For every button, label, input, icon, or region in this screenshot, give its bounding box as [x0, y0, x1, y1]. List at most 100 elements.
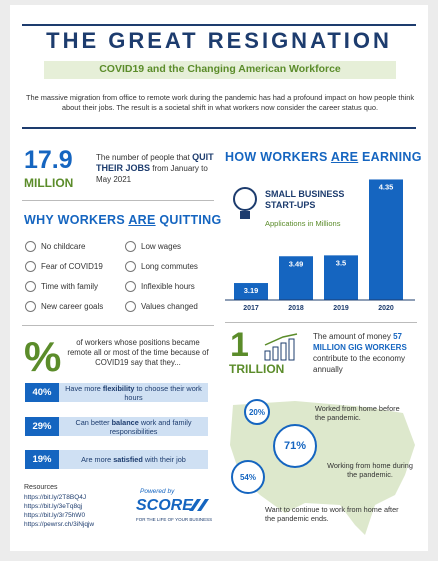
item-value: 19% — [25, 450, 59, 469]
reason-text: Time with family — [41, 282, 99, 291]
bar — [279, 256, 313, 300]
reason: Values changed — [125, 301, 198, 312]
emphasis: balance — [111, 417, 139, 427]
resource-link[interactable]: https://bit.ly/2T8BQ4J — [24, 494, 87, 501]
reason-text: No childcare — [41, 242, 86, 251]
brand-logo — [189, 499, 209, 511]
remote-item: 19% Are more satisfied with their job — [25, 450, 208, 469]
x-tick-label: 2019 — [333, 305, 349, 312]
logo-shape — [189, 499, 209, 511]
item-text: Are more satisfied with their job — [59, 455, 208, 464]
title: THE GREAT RESIGNATION — [46, 28, 392, 53]
reason: No childcare — [25, 241, 85, 252]
icon-bar — [272, 346, 279, 361]
growth-icon — [264, 333, 298, 361]
reason: Time with family — [25, 281, 98, 292]
intro: The massive migration from office to rem… — [25, 93, 415, 112]
gig-text: The amount of money 57 MILLION GIG WORKE… — [313, 331, 418, 375]
bubble-text: Working from home during the pandemic. — [327, 461, 413, 479]
reason-icon — [125, 241, 136, 252]
x-tick-label: 2018 — [288, 305, 304, 312]
bubble-value: 20% — [249, 408, 265, 417]
bar — [369, 179, 403, 300]
emphasis: 57 MILLION GIG WORKERS — [313, 332, 407, 352]
text: The number of people that — [96, 153, 190, 162]
bubble — [273, 424, 317, 468]
reason: Long commutes — [125, 261, 198, 272]
reason-icon — [125, 261, 136, 272]
quit-number: 17.9 — [24, 146, 73, 174]
text: EARNING — [362, 150, 422, 164]
bar-chart: 3.19 2017 3.49 2018 3.5 2019 4.35 2020 — [225, 179, 415, 312]
item-text: Can better balance work and family respo… — [59, 418, 208, 436]
divider — [22, 24, 416, 26]
text: with their job — [144, 455, 186, 464]
reason-icon — [25, 241, 36, 252]
reason-text: Values changed — [141, 302, 198, 311]
text: to choose their work hours — [124, 383, 202, 402]
icon-bar — [288, 338, 295, 361]
quit-unit: MILLION — [24, 176, 74, 190]
emphasis: satisfied — [113, 455, 143, 464]
item-value: 29% — [25, 417, 59, 436]
reason-icon — [125, 281, 136, 292]
divider — [22, 127, 416, 129]
icon-bar — [280, 342, 287, 361]
emphasis: QUIT THEIR JOBS — [96, 152, 214, 173]
text: Can better — [75, 417, 110, 427]
reason-text: Fear of COVID19 — [41, 262, 103, 271]
bubble-text: Worked from home before the pandemic. — [315, 404, 400, 422]
bubble-value: 54% — [240, 473, 256, 482]
reason: Inflexible hours — [125, 281, 195, 292]
text: Are more — [81, 455, 112, 464]
text: contribute to the economy annually — [313, 354, 406, 374]
text: ARE — [330, 150, 359, 164]
bar — [234, 283, 268, 300]
reason-icon — [25, 261, 36, 272]
us-map: 20% 71% 54% — [230, 399, 415, 535]
resource-link[interactable]: https://pewrsr.ch/3iNjqjw — [24, 521, 95, 528]
text: QUITTING — [159, 213, 222, 227]
bulb-base — [240, 211, 250, 219]
bar-value-label: 3.19 — [244, 286, 259, 295]
bar — [324, 255, 358, 300]
text: work and family responsibilities — [109, 417, 192, 436]
chart-title: SMALL BUSINESS START-UPS — [265, 189, 345, 210]
text: ARE — [128, 213, 156, 227]
divider — [22, 200, 214, 201]
quitting-title: WHY WORKERS ARE QUITTING — [24, 213, 222, 227]
earning-title: HOW WORKERS ARE EARNING — [225, 150, 422, 164]
text: The amount of money — [313, 332, 391, 341]
text: Have more — [65, 383, 101, 393]
reason-text: Long commutes — [141, 262, 198, 271]
text: HOW WORKERS — [225, 150, 328, 164]
powered-by: Powered by — [140, 488, 175, 495]
icon-bar — [264, 350, 271, 361]
x-tick-label: 2017 — [243, 305, 259, 312]
reason-text: Inflexible hours — [141, 282, 195, 291]
reason-text: New career goals — [41, 302, 104, 311]
reason-icon — [25, 301, 36, 312]
reason-icon — [25, 281, 36, 292]
bulb — [233, 187, 257, 211]
text: from January to May 2021 — [96, 164, 208, 184]
divider — [22, 325, 214, 326]
item-value: 40% — [25, 383, 59, 402]
remote-item: 29% Can better balance work and family re… — [25, 417, 208, 436]
subtitle: COVID19 and the Changing American Workfo… — [99, 63, 341, 75]
resource-link[interactable]: https://bit.ly/3eTq8qj — [24, 503, 83, 510]
bubble-value: 71% — [284, 440, 306, 452]
reason-text: Low wages — [141, 242, 182, 251]
bar-value-label: 3.5 — [336, 258, 346, 267]
bubble-text: Want to continue to work from home after… — [265, 505, 399, 523]
remote-item: 40% Have more flexibility to choose their… — [25, 383, 208, 402]
reason-icon — [125, 301, 136, 312]
reason: Fear of COVID19 — [25, 261, 103, 272]
emphasis: flexibility — [102, 383, 135, 393]
brand: SCORE — [136, 497, 193, 514]
resource-link[interactable]: https://bit.ly/3r75hW0 — [24, 512, 86, 519]
bubble — [231, 460, 265, 494]
remote-text: of workers whose positions became remote… — [67, 338, 209, 367]
divider — [225, 322, 417, 323]
